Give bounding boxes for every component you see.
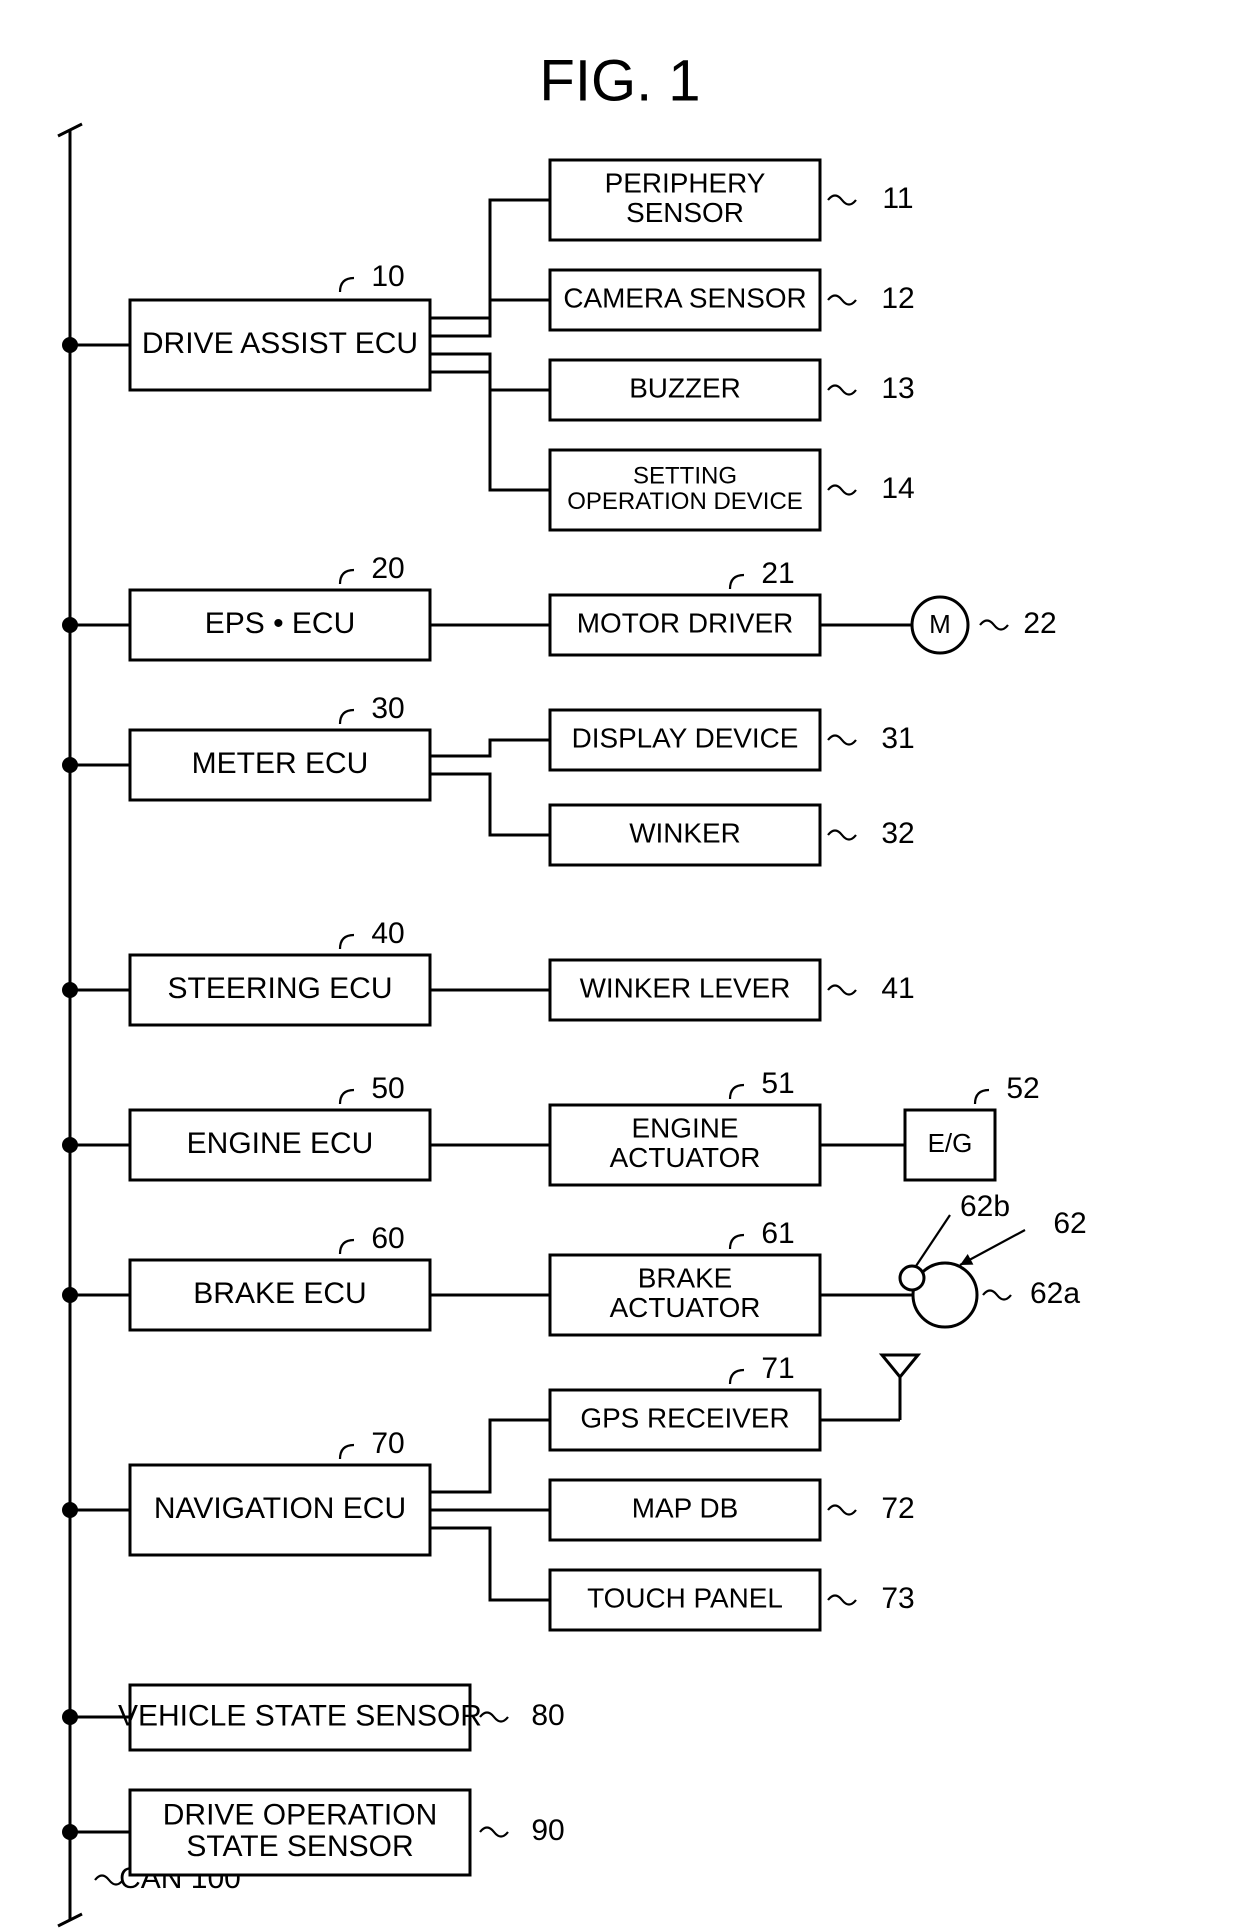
ref-label: 12 — [881, 282, 914, 315]
periphery_sensor-label: PERIPHERY — [605, 168, 766, 199]
ref-tilde — [828, 296, 856, 305]
eps_ecu-label: EPS • ECU — [205, 607, 356, 640]
engine_ecu-label: ENGINE ECU — [187, 1127, 374, 1160]
ref-label: 32 — [881, 817, 914, 850]
ref-tilde — [828, 196, 856, 205]
ref-hook — [730, 1085, 744, 1099]
drive_op_sensor-label: STATE SENSOR — [186, 1830, 413, 1863]
gps_receiver-label: GPS RECEIVER — [580, 1402, 789, 1433]
ref-tilde — [828, 1596, 856, 1605]
ref-tilde — [828, 736, 856, 745]
ref-hook — [340, 1090, 354, 1104]
ref-label: 11 — [882, 182, 913, 215]
ref-label: 60 — [371, 1222, 404, 1255]
ref-tilde — [828, 386, 856, 395]
ref-label: 90 — [531, 1814, 564, 1847]
ref-label: 31 — [881, 722, 914, 755]
ref-tilde — [983, 1291, 1011, 1300]
ref-hook — [340, 1445, 354, 1459]
setting_op-label: SETTING — [633, 463, 737, 490]
eg-label: E/G — [928, 1128, 973, 1158]
ref-label: 73 — [881, 1582, 914, 1615]
ref-hook — [340, 1240, 354, 1254]
brake_actuator-label: BRAKE — [638, 1263, 733, 1294]
ref-hook — [340, 278, 354, 292]
ref-label: 70 — [371, 1427, 404, 1460]
ref-label: 80 — [531, 1699, 564, 1732]
ref-hook — [340, 935, 354, 949]
wire-display_device — [430, 740, 550, 756]
map_db-label: MAP DB — [632, 1492, 738, 1523]
ref-label: 30 — [371, 692, 404, 725]
ref-label: 62 — [1053, 1207, 1086, 1240]
ref-hook — [730, 575, 744, 589]
wire-touch_panel — [430, 1528, 550, 1600]
engine_actuator-label: ACTUATOR — [610, 1142, 761, 1173]
winker_lever-label: WINKER LEVER — [580, 972, 791, 1003]
touch_panel-label: TOUCH PANEL — [587, 1582, 783, 1613]
drive_assist-label: DRIVE ASSIST ECU — [142, 327, 418, 360]
engine_actuator-label: ENGINE — [632, 1113, 739, 1144]
ref-label: 41 — [881, 972, 914, 1005]
ref-label: 71 — [761, 1352, 794, 1385]
ref-leader — [916, 1215, 950, 1266]
setting_op-label: OPERATION DEVICE — [567, 488, 803, 515]
ref-hook — [730, 1235, 744, 1249]
brake_ecu-label: BRAKE ECU — [193, 1277, 366, 1310]
ref-hook — [730, 1370, 744, 1384]
ref-tilde — [828, 1506, 856, 1515]
vehicle_state_sensor-label: VEHICLE STATE SENSOR — [118, 1699, 482, 1732]
meter_ecu-label: METER ECU — [192, 747, 369, 780]
ref-label: 50 — [371, 1072, 404, 1105]
ref-label: 62a — [1030, 1277, 1080, 1310]
ref-hook — [340, 710, 354, 724]
ref-hook — [975, 1090, 989, 1104]
display_device-label: DISPLAY DEVICE — [572, 722, 799, 753]
ref-label: 40 — [371, 917, 404, 950]
brake_actuator-label: ACTUATOR — [610, 1292, 761, 1323]
figure-title: FIG. 1 — [539, 48, 700, 113]
ref-label: 13 — [881, 372, 914, 405]
buzzer-label: BUZZER — [629, 372, 741, 403]
ref-tilde — [828, 831, 856, 840]
camera_sensor-label: CAMERA SENSOR — [563, 282, 806, 313]
wire-winker — [430, 774, 550, 835]
ref-label: 52 — [1006, 1072, 1039, 1105]
ref-label: 62b — [960, 1190, 1010, 1223]
ref-label: 61 — [761, 1217, 794, 1250]
ref-label: 10 — [371, 260, 404, 293]
ref-tilde — [828, 486, 856, 495]
wire-gps_receiver — [430, 1420, 550, 1492]
steering_ecu-label: STEERING ECU — [167, 972, 392, 1005]
ref-label: 72 — [881, 1492, 914, 1525]
nav_ecu-label: NAVIGATION ECU — [154, 1492, 406, 1525]
ref-tilde — [480, 1828, 508, 1837]
motor_driver-label: MOTOR DRIVER — [577, 607, 793, 638]
ref-label: 21 — [761, 557, 794, 590]
brake-pad-symbol — [900, 1266, 924, 1290]
ref-label: 51 — [761, 1067, 794, 1100]
ref-tilde — [480, 1713, 508, 1722]
drive_op_sensor-label: DRIVE OPERATION — [163, 1799, 437, 1832]
ref-label: 14 — [881, 472, 914, 505]
ref-label: 22 — [1023, 607, 1056, 640]
ref-hook — [340, 570, 354, 584]
periphery_sensor-label: SENSOR — [626, 197, 744, 228]
ref-tilde — [828, 986, 856, 995]
ref-label: 20 — [371, 552, 404, 585]
motor-label: M — [929, 609, 951, 639]
ref-tilde — [980, 621, 1008, 630]
winker-label: WINKER — [629, 817, 741, 848]
antenna-icon — [882, 1355, 918, 1377]
